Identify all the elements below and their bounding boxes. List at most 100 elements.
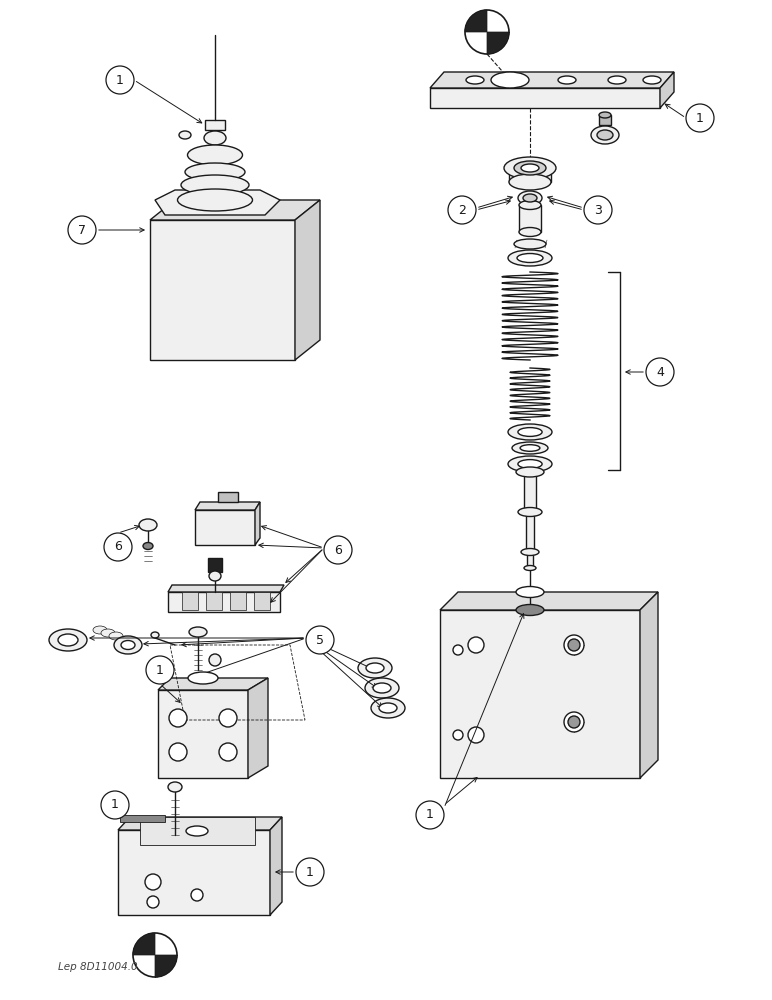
Circle shape bbox=[564, 712, 584, 732]
Polygon shape bbox=[206, 592, 222, 610]
Polygon shape bbox=[440, 592, 658, 610]
Ellipse shape bbox=[608, 76, 626, 84]
Ellipse shape bbox=[379, 703, 397, 713]
Ellipse shape bbox=[121, 641, 135, 650]
Ellipse shape bbox=[508, 456, 552, 472]
Polygon shape bbox=[158, 690, 248, 778]
Ellipse shape bbox=[185, 163, 245, 181]
Circle shape bbox=[646, 358, 674, 386]
Ellipse shape bbox=[371, 698, 405, 718]
Polygon shape bbox=[230, 592, 246, 610]
Ellipse shape bbox=[168, 782, 182, 792]
Polygon shape bbox=[640, 592, 658, 778]
Polygon shape bbox=[430, 88, 660, 108]
Ellipse shape bbox=[204, 131, 226, 145]
Ellipse shape bbox=[178, 189, 252, 211]
Circle shape bbox=[453, 645, 463, 655]
Polygon shape bbox=[255, 502, 260, 545]
Text: 1: 1 bbox=[156, 664, 164, 676]
Polygon shape bbox=[182, 592, 198, 610]
Polygon shape bbox=[430, 72, 674, 88]
Text: 1: 1 bbox=[116, 74, 124, 87]
Text: 2: 2 bbox=[458, 204, 466, 217]
Circle shape bbox=[106, 66, 134, 94]
Ellipse shape bbox=[101, 629, 115, 637]
Circle shape bbox=[465, 10, 509, 54]
Circle shape bbox=[306, 626, 334, 654]
Polygon shape bbox=[168, 592, 280, 612]
Polygon shape bbox=[509, 168, 551, 182]
Ellipse shape bbox=[514, 239, 546, 249]
Ellipse shape bbox=[643, 76, 661, 84]
Text: 7: 7 bbox=[78, 224, 86, 236]
Circle shape bbox=[191, 889, 203, 901]
Polygon shape bbox=[205, 120, 225, 130]
Wedge shape bbox=[487, 32, 509, 54]
Polygon shape bbox=[155, 190, 280, 215]
Circle shape bbox=[68, 216, 96, 244]
Circle shape bbox=[448, 196, 476, 224]
Ellipse shape bbox=[597, 130, 613, 140]
Ellipse shape bbox=[58, 634, 78, 646]
Ellipse shape bbox=[519, 228, 541, 236]
Ellipse shape bbox=[139, 519, 157, 531]
Polygon shape bbox=[195, 510, 255, 545]
Polygon shape bbox=[248, 678, 268, 778]
Ellipse shape bbox=[516, 467, 544, 477]
Ellipse shape bbox=[599, 112, 611, 118]
Polygon shape bbox=[158, 678, 268, 690]
Polygon shape bbox=[440, 610, 640, 778]
Circle shape bbox=[145, 874, 161, 890]
Wedge shape bbox=[133, 933, 155, 955]
Ellipse shape bbox=[521, 164, 539, 172]
Ellipse shape bbox=[509, 174, 551, 190]
Polygon shape bbox=[524, 472, 536, 512]
Circle shape bbox=[147, 896, 159, 908]
Circle shape bbox=[686, 104, 714, 132]
Polygon shape bbox=[140, 817, 255, 845]
Polygon shape bbox=[599, 115, 611, 125]
Circle shape bbox=[104, 533, 132, 561]
Circle shape bbox=[568, 639, 580, 651]
Text: 5: 5 bbox=[316, 634, 324, 647]
Ellipse shape bbox=[358, 658, 392, 678]
Circle shape bbox=[568, 716, 580, 728]
Circle shape bbox=[133, 933, 177, 977]
Circle shape bbox=[468, 727, 484, 743]
Circle shape bbox=[101, 791, 129, 819]
Circle shape bbox=[324, 536, 352, 564]
Wedge shape bbox=[155, 955, 177, 977]
Circle shape bbox=[219, 743, 237, 761]
Ellipse shape bbox=[209, 571, 221, 581]
Ellipse shape bbox=[558, 76, 576, 84]
Ellipse shape bbox=[518, 460, 542, 468]
Ellipse shape bbox=[591, 126, 619, 144]
Polygon shape bbox=[527, 552, 533, 568]
Ellipse shape bbox=[517, 253, 543, 262]
Polygon shape bbox=[519, 205, 541, 232]
Ellipse shape bbox=[521, 548, 539, 556]
Text: 1: 1 bbox=[426, 808, 434, 822]
Polygon shape bbox=[254, 592, 270, 610]
Polygon shape bbox=[118, 817, 282, 830]
Ellipse shape bbox=[365, 678, 399, 698]
Text: 1: 1 bbox=[111, 798, 119, 812]
Ellipse shape bbox=[189, 627, 207, 637]
Text: 1: 1 bbox=[306, 865, 314, 879]
Ellipse shape bbox=[508, 76, 526, 84]
Polygon shape bbox=[660, 72, 674, 108]
Text: 6: 6 bbox=[334, 544, 342, 556]
Text: Lep 8D11004.0: Lep 8D11004.0 bbox=[58, 962, 137, 972]
Polygon shape bbox=[195, 502, 260, 510]
Polygon shape bbox=[120, 815, 165, 822]
Circle shape bbox=[453, 730, 463, 740]
Ellipse shape bbox=[93, 626, 107, 634]
Ellipse shape bbox=[143, 542, 153, 550]
Circle shape bbox=[416, 801, 444, 829]
Text: 4: 4 bbox=[656, 365, 664, 378]
Polygon shape bbox=[295, 200, 320, 360]
Text: 3: 3 bbox=[594, 204, 602, 217]
Polygon shape bbox=[526, 512, 534, 552]
Ellipse shape bbox=[516, 586, 544, 597]
Ellipse shape bbox=[508, 250, 552, 266]
